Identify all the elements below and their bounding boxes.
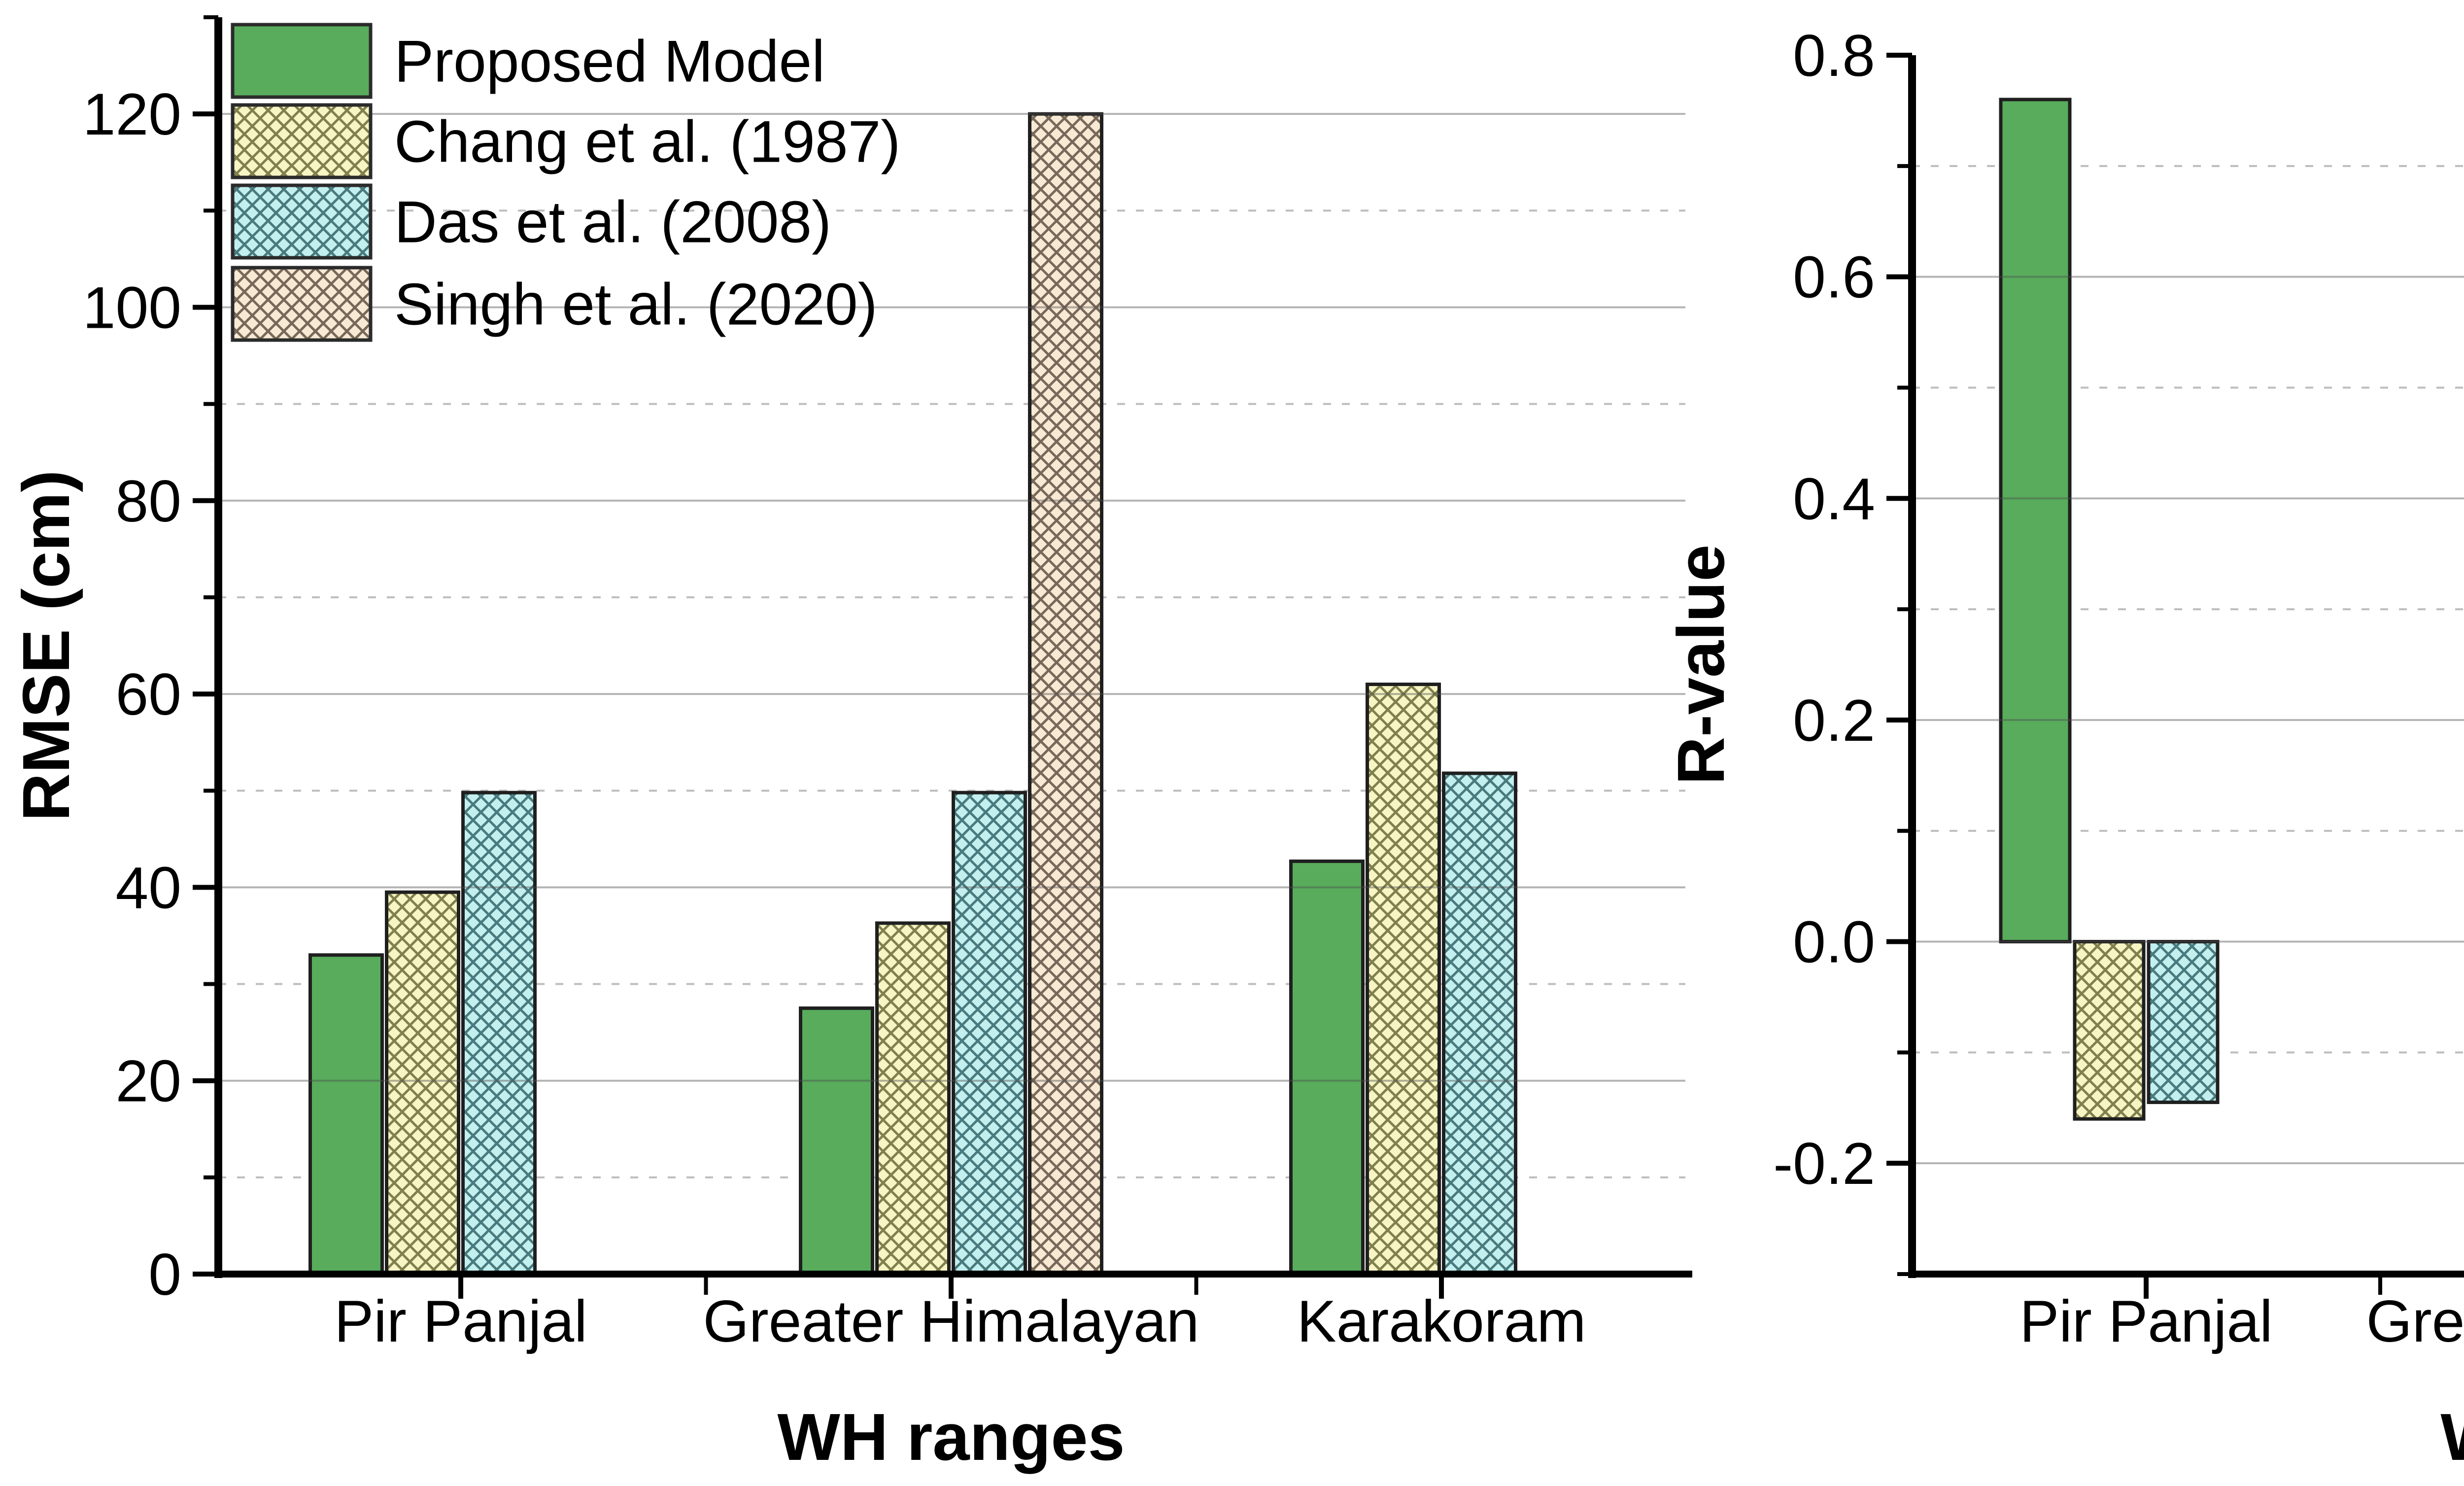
legend-label-3: Das et al. (2008) xyxy=(394,189,831,255)
legend-swatch-3 xyxy=(231,183,373,260)
bar-series2-cat1 xyxy=(2073,940,2146,1121)
legend-label-4: Singh et al. (2020) xyxy=(394,272,878,338)
bar-series1-cat2 xyxy=(799,1006,874,1276)
y-tick-label: 40 xyxy=(116,855,181,921)
legend-label-2: Chang et al. (1987) xyxy=(394,109,900,175)
bar-series1-cat1 xyxy=(308,953,384,1276)
y-tick-label: 0.4 xyxy=(1793,466,1875,532)
legend-swatch-1 xyxy=(231,23,373,99)
y-tick-label: 60 xyxy=(116,661,181,727)
r-value-chart: -0.2 0.0 0.2 0.4 0.6 0.8 Pir Panjal Greater Him… xyxy=(1664,23,2464,1474)
bar-series3-cat1 xyxy=(461,791,537,1276)
y-tick-label: -0.2 xyxy=(1773,1131,1875,1197)
x-tick-label: Pir Panjal xyxy=(2019,1288,2273,1354)
y-tick-label: 0.2 xyxy=(1793,688,1875,754)
y-tick-label: 0.8 xyxy=(1793,23,1875,89)
x-axis-title: WH ranges xyxy=(777,1400,1125,1474)
bar-series1-cat1 xyxy=(1999,98,2072,944)
legend: Proposed Model Chang et al. (1987) Das et … xyxy=(231,23,900,342)
legend-swatch-2 xyxy=(231,103,373,179)
y-axis-title: R-value xyxy=(1664,545,1738,785)
bar-series3-cat2 xyxy=(952,791,1027,1276)
bar-series2-cat2 xyxy=(875,921,951,1276)
y-tick-label: 0.0 xyxy=(1793,909,1875,975)
y-axis-title: RMSE (cm) xyxy=(9,470,83,822)
y-tick-label: 0 xyxy=(148,1242,181,1308)
y-tick-label: 0.6 xyxy=(1793,244,1875,311)
legend-swatch-4 xyxy=(231,266,373,342)
bar-series2-cat1 xyxy=(385,890,460,1276)
bar-series3-cat3 xyxy=(1442,771,1517,1276)
bar-series1-cat3 xyxy=(1289,859,1365,1276)
x-tick-label: Karakoram xyxy=(1297,1288,1586,1354)
y-tick-label: 20 xyxy=(116,1048,181,1114)
x-tick-label: Pir Panjal xyxy=(334,1288,587,1354)
x-tick-label: Greater Himalayan xyxy=(703,1288,1199,1354)
legend-label-1: Proposed Model xyxy=(394,29,825,95)
bar-series3-cat1 xyxy=(2147,940,2220,1105)
y-tick-label: 80 xyxy=(116,468,181,534)
y-tick-label: 100 xyxy=(83,275,181,341)
y-tick-label: 120 xyxy=(83,81,181,147)
bar-series2-cat3 xyxy=(1366,682,1441,1276)
x-tick-label: Greater Himalayan xyxy=(2366,1288,2464,1354)
rmse-chart: 0 20 40 60 80 100 120 Pir Panjal Greater Himalay… xyxy=(9,15,1692,1474)
x-axis-title: WH ranges xyxy=(2440,1400,2464,1474)
